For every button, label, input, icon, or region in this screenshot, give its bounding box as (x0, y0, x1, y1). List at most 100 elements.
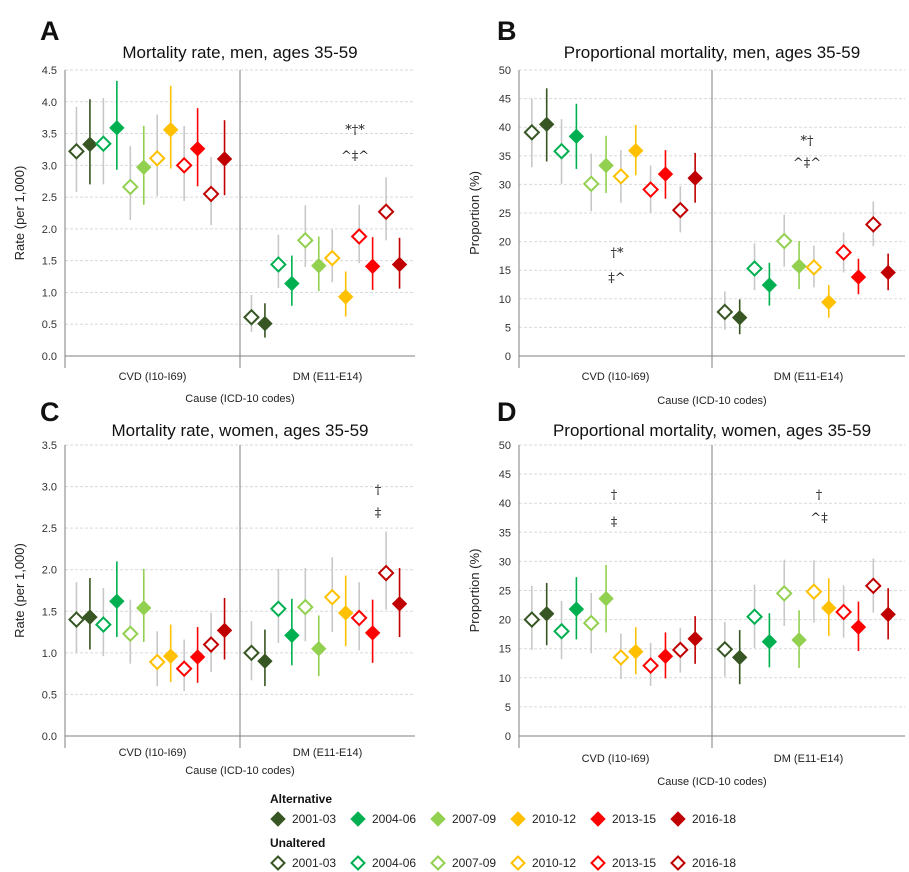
panel-a-ytick: 4.5 (42, 65, 57, 77)
panel-d-ytick: 45 (499, 469, 511, 481)
panel-d-annotation: ^‡ (810, 511, 828, 526)
panel-b-ytick: 40 (499, 122, 511, 134)
panel-c-dm-e11-e14-alternative-2016-18-marker (391, 596, 408, 612)
panel-b-cvd-i10-i69-alternative-2016-18-marker (687, 170, 703, 186)
panel-d-ytick: 40 (499, 498, 511, 510)
panel-b-cvd-i10-i69-unaltered-2016-18-marker (671, 201, 689, 219)
panel-d-dm-e11-e14-unaltered-2010-12-marker (805, 583, 823, 601)
panel-b-title: Proportional mortality, men, ages 35-59 (564, 43, 860, 62)
panel-b-cvd-i10-i69-unaltered-2013-15-marker (642, 181, 660, 198)
panel-b-ytick: 25 (499, 208, 511, 220)
panel-a-dm-e11-e14-alternative-2013-15-marker (364, 258, 381, 275)
panel-c-dm-e11-e14-unaltered-2001-03-marker (243, 644, 260, 662)
panel-c-ytick: 3.0 (42, 482, 57, 494)
panel-a-ytick: 1.5 (42, 256, 57, 268)
panel-d-dm-e11-e14-alternative-2010-12-marker (821, 600, 837, 616)
panel-d-cvd-i10-i69-alternative-2013-15-marker (657, 648, 674, 664)
panel-a-dm-e11-e14-alternative-2001-03-marker (257, 315, 273, 332)
legend-alternative-2007-09-marker (430, 811, 446, 827)
panel-b-dm-e11-e14-alternative-2004-06-marker (761, 277, 778, 293)
panel-d-cvd-i10-i69-alternative-2016-18-marker (687, 631, 703, 647)
panel-b-dm-e11-e14-unaltered-2004-06-marker (746, 260, 763, 277)
panel-c-cvd-i10-i69-alternative-2010-12-marker (162, 648, 179, 664)
panel-c-ytick: 0.5 (42, 689, 57, 701)
panel-b-dm-e11-e14-unaltered-2010-12-marker (805, 258, 823, 276)
panel-b-annotation: *† (801, 134, 815, 149)
legend-unaltered-2004-06-marker (350, 855, 366, 871)
legend-unaltered-2001-03-marker (270, 855, 286, 871)
panel-d-dm-e11-e14-unaltered-2016-18-marker (864, 577, 882, 595)
panel-c-ytick: 2.5 (42, 523, 57, 535)
panel-c-cvd-i10-i69-unaltered-2013-15-marker (175, 660, 193, 678)
panel-a-cvd-i10-i69-unaltered-2004-06-marker (94, 135, 112, 153)
panel-d-letter: D (497, 397, 517, 427)
legend-unaltered-2007-09-label: 2007-09 (452, 856, 496, 870)
panel-b-ytick: 45 (499, 94, 511, 106)
panel-b-dm-e11-e14-unaltered-2016-18-marker (864, 216, 882, 233)
legend-unaltered-2013-15-label: 2013-15 (612, 856, 656, 870)
panel-d-ytick: 35 (499, 527, 511, 539)
legend-alternative-2007-09-label: 2007-09 (452, 812, 496, 826)
panel-b-dm-e11-e14-alternative-2010-12-marker (821, 294, 837, 310)
panel-a-cvd-i10-i69-unaltered-2007-09-marker (121, 178, 139, 196)
panel-a-category-label: DM (E11-E14) (293, 371, 362, 383)
panel-c-dm-e11-e14-unaltered-2007-09-marker (296, 598, 314, 616)
panel-b-cvd-i10-i69-unaltered-2004-06-marker (553, 142, 570, 160)
panel-a-cvd-i10-i69-alternative-2001-03-marker (82, 136, 98, 153)
panel-b-dm-e11-e14-alternative-2013-15-marker (850, 269, 867, 285)
panel-c-ytick: 2.0 (42, 565, 57, 577)
panel-b-category-label: DM (E11-E14) (774, 371, 843, 383)
panel-a-annotation: ^‡^ (341, 149, 369, 164)
panel-d-category-label: DM (E11-E14) (774, 753, 843, 765)
legend-alternative-2013-15-marker (590, 811, 606, 827)
panel-b-annotation: †* (611, 246, 625, 261)
legend-alternative-2010-12-marker (510, 811, 526, 827)
legend-unaltered-2013-15-marker (590, 855, 606, 871)
panel-c-annotation: ‡ (375, 506, 382, 521)
panel-d-dm-e11-e14-alternative-2004-06-marker (761, 634, 778, 650)
panel-a-ytick: 0.0 (42, 351, 57, 363)
panel-c-dm-e11-e14-alternative-2007-09-marker (311, 640, 327, 657)
legend-alternative-2010-12-label: 2010-12 (532, 812, 576, 826)
panel-d-ytick: 25 (499, 586, 511, 598)
panel-a-ytick: 1.0 (42, 287, 57, 299)
panel-d-ytick: 15 (499, 644, 511, 656)
panel-a-dm-e11-e14-unaltered-2004-06-marker (269, 256, 287, 273)
panel-a-cvd-i10-i69-alternative-2013-15-marker (189, 141, 206, 157)
panel-c-cvd-i10-i69-alternative-2007-09-marker (136, 600, 152, 616)
panel-a-cvd-i10-i69-unaltered-2001-03-marker (68, 142, 85, 160)
panel-a-dm-e11-e14-unaltered-2007-09-marker (296, 231, 314, 249)
panel-a-cvd-i10-i69-alternative-2010-12-marker (162, 122, 179, 138)
panel-b-ytick: 15 (499, 265, 511, 277)
legend-alternative-2004-06-label: 2004-06 (372, 812, 416, 826)
panel-d-cvd-i10-i69-alternative-2004-06-marker (568, 601, 585, 617)
legend-unaltered-2010-12-label: 2010-12 (532, 856, 576, 870)
panel-d-ylabel: Proportion (%) (467, 549, 482, 633)
panel-d-ytick: 30 (499, 556, 511, 568)
panel-b-cvd-i10-i69-unaltered-2010-12-marker (612, 167, 630, 185)
panel-d-cvd-i10-i69-alternative-2001-03-marker (538, 606, 555, 622)
panel-c-cvd-i10-i69-unaltered-2016-18-marker (202, 636, 220, 653)
legend-alternative-2016-18-label: 2016-18 (692, 812, 736, 826)
panel-c-ytick: 3.5 (42, 440, 57, 452)
panel-a-cvd-i10-i69-unaltered-2010-12-marker (148, 149, 166, 167)
panel-d-cvd-i10-i69-alternative-2007-09-marker (598, 590, 614, 607)
panel-c-ytick: 1.5 (42, 606, 57, 618)
panel-d-dm-e11-e14-alternative-2007-09-marker (791, 632, 807, 648)
panel-b-dm-e11-e14-alternative-2007-09-marker (791, 258, 807, 274)
panel-b-ytick: 20 (499, 237, 511, 249)
panel-d-cvd-i10-i69-alternative-2010-12-marker (628, 643, 644, 660)
panel-a-cvd-i10-i69-alternative-2007-09-marker (136, 159, 152, 175)
panel-a-dm-e11-e14-alternative-2010-12-marker (337, 289, 354, 305)
panel-b-ytick: 0 (505, 351, 511, 363)
panel-a-ytick: 3.5 (42, 129, 57, 141)
panel-c-cvd-i10-i69-unaltered-2004-06-marker (94, 616, 112, 634)
panel-b-cvd-i10-i69-alternative-2001-03-marker (538, 116, 555, 133)
panel-c-cvd-i10-i69-alternative-2013-15-marker (189, 649, 206, 665)
panel-d-ytick: 0 (505, 731, 511, 743)
panel-b-ytick: 5 (505, 322, 511, 334)
panel-d-ytick: 50 (499, 440, 511, 452)
panel-d-dm-e11-e14-alternative-2016-18-marker (880, 606, 896, 623)
panel-a-title: Mortality rate, men, ages 35-59 (122, 43, 357, 62)
panel-c-annotation: † (375, 483, 382, 498)
